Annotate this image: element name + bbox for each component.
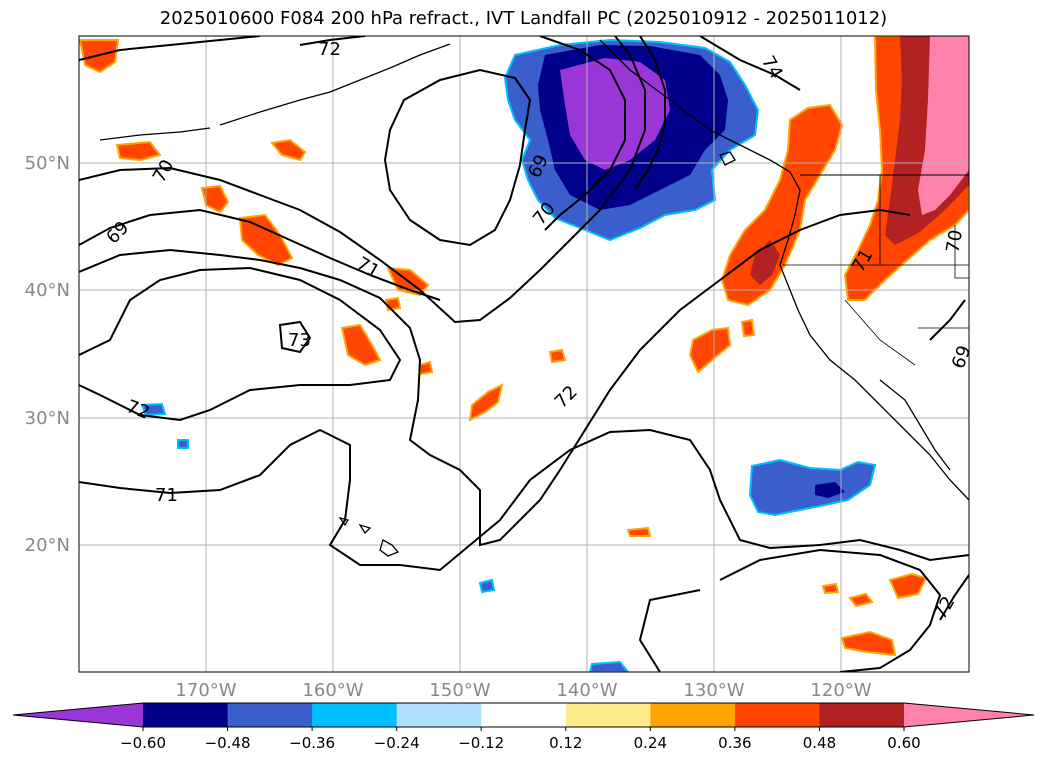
negative-patch xyxy=(140,402,167,417)
positive-patch xyxy=(270,138,307,162)
positive-patch xyxy=(548,348,567,364)
colorbar-tick-label: 0.60 xyxy=(887,734,920,752)
lat-label: 20°N xyxy=(25,535,70,556)
colorbar-extend-min xyxy=(13,703,143,727)
colorbar-segment xyxy=(396,703,482,727)
positive-patch xyxy=(238,213,294,267)
lon-label: 150°W xyxy=(429,680,490,701)
map-content: 72 70 69 71 73 72 71 69 70 74 71 70 72 6… xyxy=(79,36,976,672)
colorbar-tick-label: 0.24 xyxy=(634,734,667,752)
lat-label: 50°N xyxy=(25,153,70,174)
positive-patch xyxy=(384,296,402,312)
contour-label: 73 xyxy=(288,330,311,351)
map-frame xyxy=(78,35,970,673)
contour-label: 72 xyxy=(318,39,341,60)
lon-label: 120°W xyxy=(810,680,871,701)
colorbar-tick-label: −0.60 xyxy=(120,734,166,752)
negative-anomaly-subtropical xyxy=(748,458,877,517)
positive-patch xyxy=(115,140,162,162)
coastlines xyxy=(99,39,969,557)
colorbar-tick-label: −0.48 xyxy=(205,734,251,752)
longitude-labels: 170°W 160°W 150°W 140°W 130°W 120°W xyxy=(175,680,871,701)
colorbar-segment xyxy=(143,703,229,727)
negative-patch xyxy=(478,578,496,594)
lat-label: 40°N xyxy=(25,280,70,301)
colorbar-segment xyxy=(227,703,313,727)
positive-anomaly-coastal-core xyxy=(750,240,780,285)
colorbar-tick-label: −0.36 xyxy=(289,734,335,752)
refractivity-contours xyxy=(79,36,969,672)
colorbar-extend-max xyxy=(904,703,1034,727)
colorbar-ticks: −0.60 −0.48 −0.36 −0.24 −0.12 0.12 0.24 0.36 0.4… xyxy=(120,727,921,752)
colorbar xyxy=(12,702,1035,728)
positive-patch xyxy=(840,630,897,657)
positive-patch xyxy=(200,184,230,214)
negative-patch xyxy=(588,660,630,672)
colorbar-segment xyxy=(819,703,905,727)
lon-label: 160°W xyxy=(302,680,363,701)
colorbar-tick-label: 0.36 xyxy=(718,734,751,752)
latitude-labels: 50°N 40°N 30°N 20°N xyxy=(25,153,70,556)
positive-patch xyxy=(419,360,434,376)
colorbar-segment xyxy=(734,703,820,727)
lon-label: 140°W xyxy=(556,680,617,701)
negative-anomaly-subtropical-core xyxy=(815,482,845,498)
colorbar-tick-label: 0.48 xyxy=(803,734,836,752)
positive-patch xyxy=(468,383,504,422)
colorbar-segment xyxy=(565,703,651,727)
colorbar-segment xyxy=(481,703,567,727)
lon-label: 170°W xyxy=(175,680,236,701)
positive-anomaly-inland-peak xyxy=(918,36,969,215)
colorbar-segment xyxy=(312,703,398,727)
contour-label: 71 xyxy=(155,485,178,506)
positive-patch xyxy=(688,326,732,374)
positive-patch xyxy=(740,318,756,338)
positive-patch xyxy=(821,582,840,595)
colorbar-segment xyxy=(650,703,736,727)
map-title: 2025010600 F084 200 hPa refract., IVT La… xyxy=(159,8,888,29)
positive-patch xyxy=(626,526,652,537)
colorbar-tick-label: −0.24 xyxy=(374,734,420,752)
lon-label: 130°W xyxy=(683,680,744,701)
positive-patch xyxy=(340,323,382,367)
contour-label: 69 xyxy=(948,343,976,372)
colorbar-tick-label: 0.12 xyxy=(549,734,582,752)
negative-patch xyxy=(177,439,189,449)
lat-label: 30°N xyxy=(25,408,70,429)
colorbar-tick-label: −0.12 xyxy=(458,734,504,752)
positive-patch xyxy=(848,592,874,608)
positive-patch xyxy=(888,572,928,600)
contour-label: 70 xyxy=(942,228,967,254)
